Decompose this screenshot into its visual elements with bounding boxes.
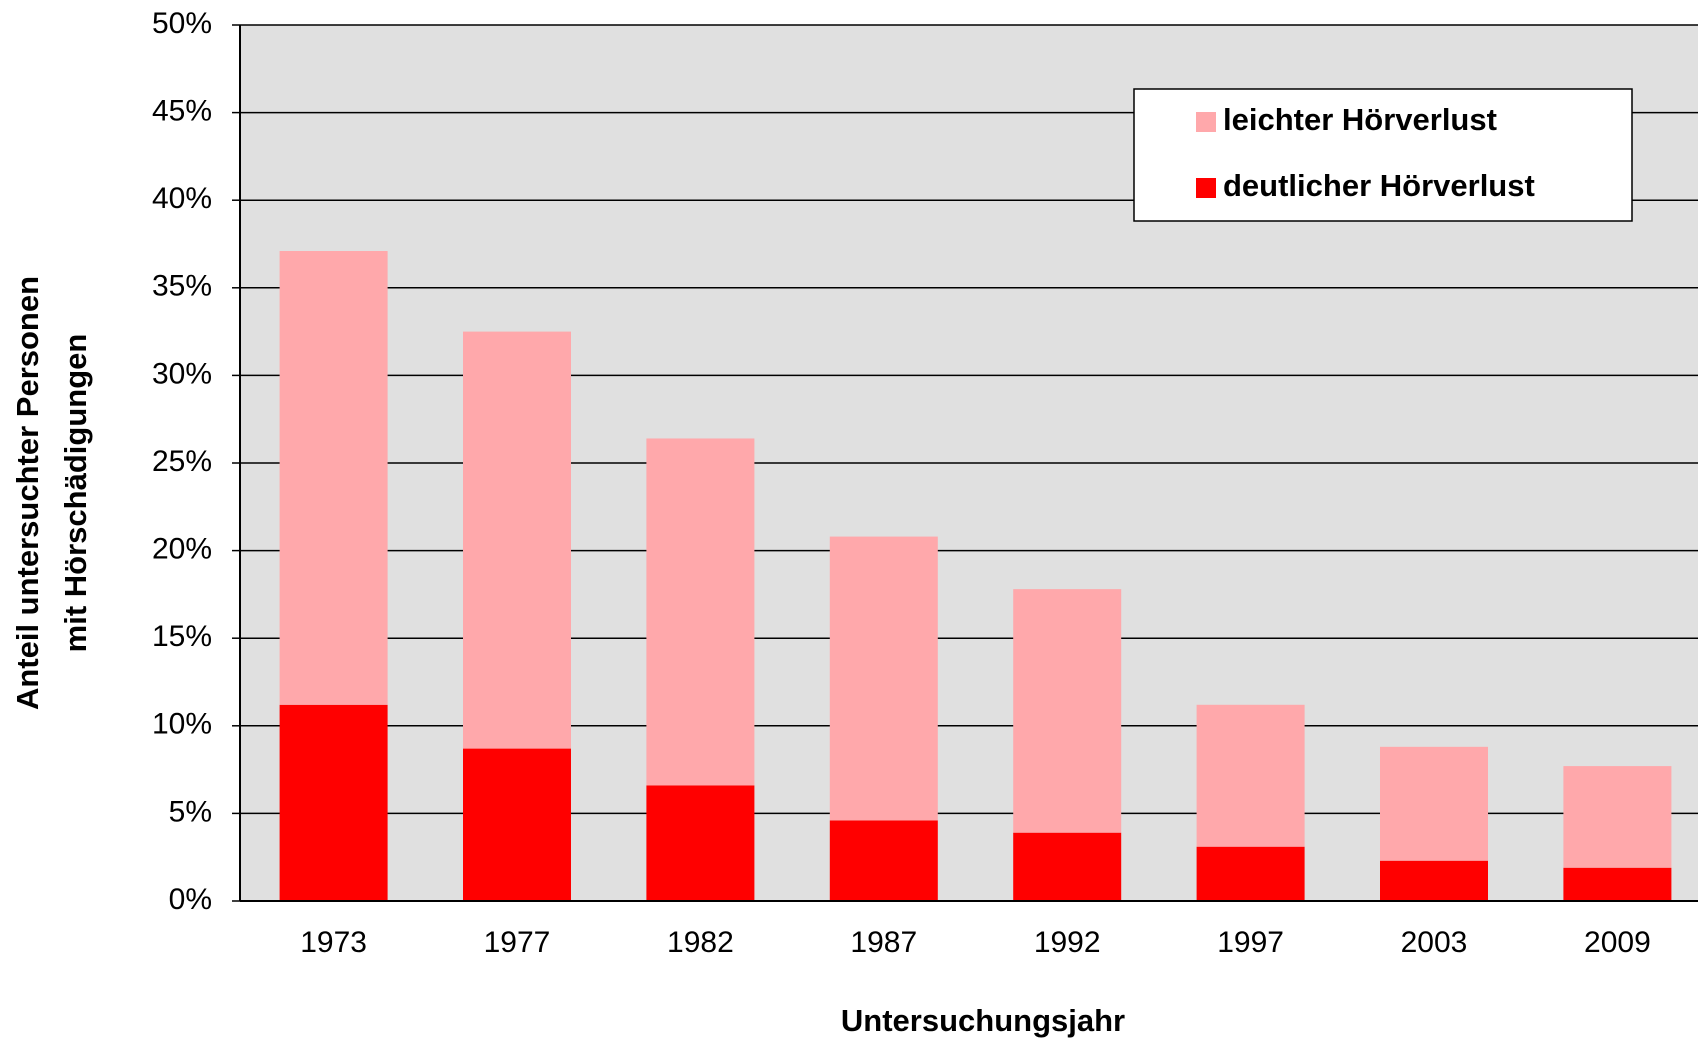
y-tick-label: 30%	[152, 357, 212, 390]
bar-segment	[1013, 589, 1122, 833]
x-tick-label: 1997	[1217, 926, 1284, 959]
bar-segment	[1563, 766, 1672, 868]
y-axis-title: mit Hörschädigungen	[58, 334, 93, 653]
y-tick-label: 5%	[169, 795, 212, 828]
bar-segment	[1563, 867, 1672, 901]
legend-box	[1133, 88, 1633, 222]
bar-segment	[279, 704, 388, 901]
y-tick-label: 20%	[152, 533, 212, 566]
bar-segment	[1196, 704, 1305, 847]
legend-swatch	[1196, 112, 1216, 132]
bar-segment	[646, 785, 755, 901]
y-tick-label: 45%	[152, 95, 212, 128]
bar-segment	[1380, 860, 1488, 901]
legend-label: deutlicher Hörverlust	[1223, 168, 1535, 203]
y-axis-title: Anteil untersuchter Personen	[10, 276, 45, 710]
bar-segment	[279, 251, 388, 705]
bar-segment	[463, 331, 571, 749]
x-tick-label: 1982	[667, 926, 734, 959]
x-tick-label: 2003	[1401, 926, 1468, 959]
bar-segment	[829, 536, 938, 821]
y-tick-label: 0%	[169, 883, 212, 916]
y-tick-label: 10%	[152, 708, 212, 741]
bar-segment	[1380, 746, 1488, 861]
bar-segment	[646, 438, 755, 786]
bar-segment	[1013, 832, 1122, 901]
legend-swatch	[1196, 178, 1216, 198]
x-tick-label: 2009	[1584, 926, 1651, 959]
y-tick-label: 40%	[152, 182, 212, 215]
bar-segment	[463, 748, 571, 901]
y-tick-label: 15%	[152, 620, 212, 653]
x-tick-label: 1992	[1034, 926, 1101, 959]
x-tick-label: 1977	[484, 926, 551, 959]
y-tick-label: 35%	[152, 270, 212, 303]
y-tick-label: 25%	[152, 445, 212, 478]
y-tick-label: 50%	[152, 7, 212, 40]
x-tick-label: 1987	[850, 926, 917, 959]
bar-segment	[829, 820, 938, 901]
bar-segment	[1196, 846, 1305, 901]
x-tick-label: 1973	[300, 926, 367, 959]
legend-label: leichter Hörverlust	[1223, 102, 1497, 137]
x-axis-title: Untersuchungsjahr	[841, 1003, 1125, 1038]
